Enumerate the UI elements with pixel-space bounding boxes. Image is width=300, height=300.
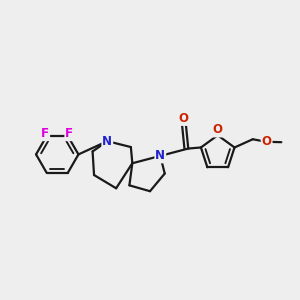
Text: N: N [155, 149, 165, 162]
Text: O: O [213, 124, 223, 136]
Text: O: O [178, 112, 188, 125]
Text: N: N [102, 135, 112, 148]
Text: F: F [41, 127, 49, 140]
Text: F: F [65, 127, 73, 140]
Text: O: O [262, 134, 272, 148]
